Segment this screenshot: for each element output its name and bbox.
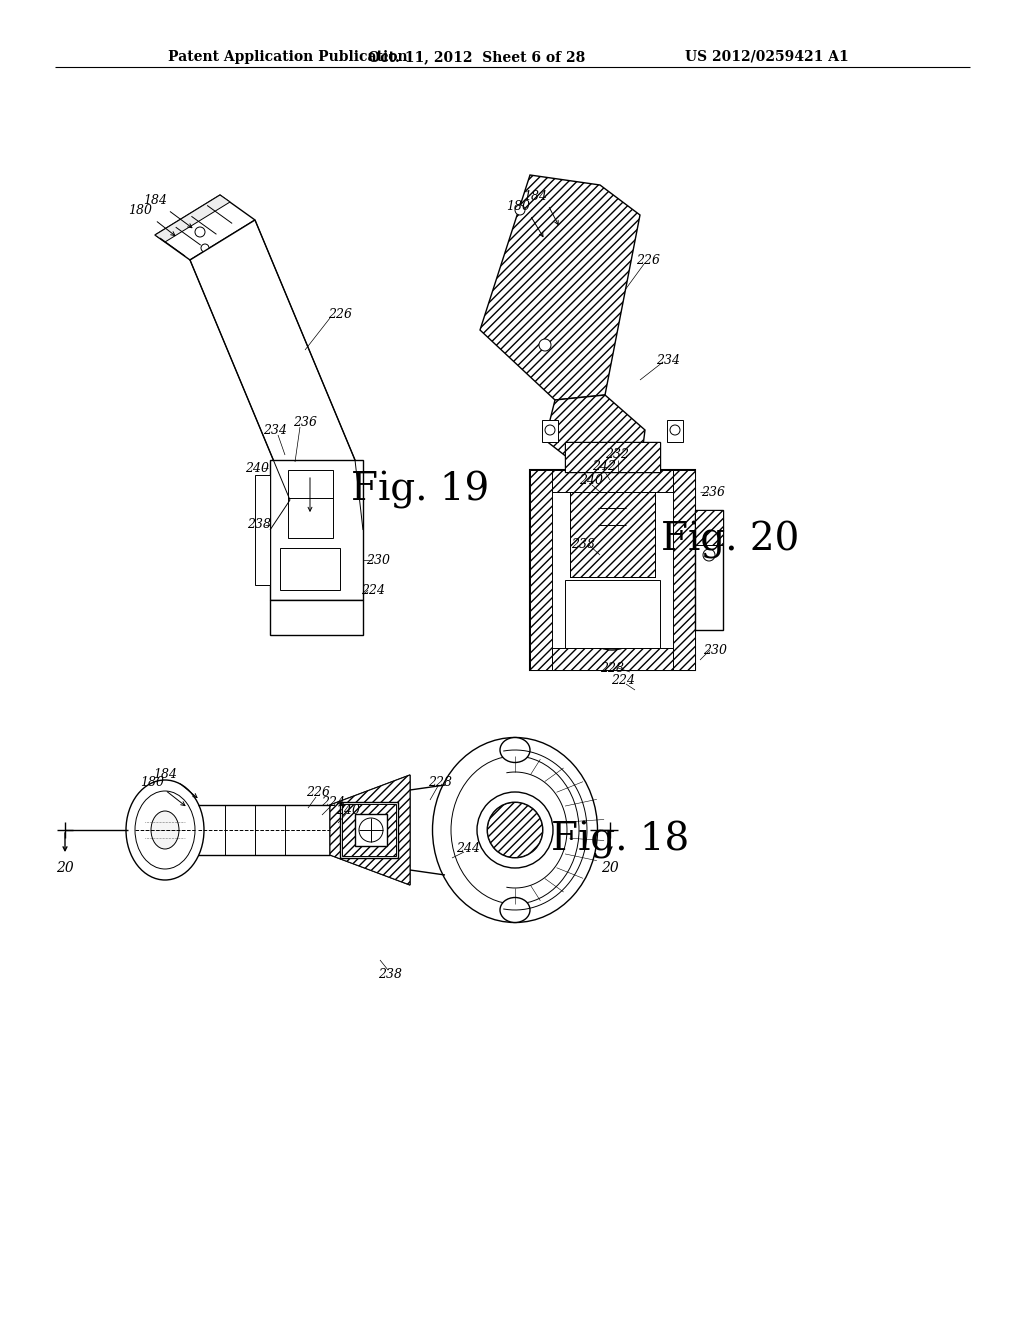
Text: 232: 232 [605,449,629,462]
Text: 226: 226 [636,253,660,267]
Bar [570,492,655,577]
Text: 224: 224 [611,673,635,686]
Circle shape [515,205,525,215]
Bar [280,548,340,590]
Ellipse shape [135,791,195,869]
Bar [552,470,673,492]
Circle shape [201,244,209,252]
Bar [340,803,398,858]
Text: 240: 240 [245,462,269,474]
Circle shape [477,792,553,869]
Text: 236: 236 [701,486,725,499]
Text: Fig. 18: Fig. 18 [551,821,689,859]
Text: 236: 236 [293,416,317,429]
Bar [542,420,558,442]
Polygon shape [190,220,355,500]
Text: 244: 244 [456,842,480,854]
Bar [342,804,396,855]
Text: 238: 238 [571,539,595,552]
Bar [530,470,695,671]
Ellipse shape [451,756,579,904]
Text: Patent Application Publication: Patent Application Publication [168,50,408,63]
Bar [552,648,673,671]
Text: Fig. 20: Fig. 20 [660,521,799,558]
Text: 184: 184 [153,768,177,781]
Bar [695,510,723,545]
Text: 238: 238 [247,519,271,532]
Text: 228: 228 [600,661,624,675]
Text: Oct. 11, 2012  Sheet 6 of 28: Oct. 11, 2012 Sheet 6 of 28 [368,50,586,63]
Circle shape [582,590,642,649]
Text: 242: 242 [592,461,616,474]
Bar [565,442,660,473]
Circle shape [703,549,715,561]
Bar [570,492,655,577]
Ellipse shape [432,738,597,923]
Polygon shape [545,395,645,475]
Text: 240: 240 [336,804,360,817]
Text: 184: 184 [523,190,547,203]
Bar [695,510,723,630]
Bar [565,579,660,648]
Bar [355,814,387,846]
Circle shape [539,339,551,351]
Text: 224: 224 [361,583,385,597]
Text: 228: 228 [428,776,452,788]
Text: 234: 234 [263,424,287,437]
Text: 180: 180 [128,203,152,216]
Bar [530,470,552,671]
Circle shape [670,425,680,436]
Ellipse shape [500,738,530,763]
Text: 226: 226 [328,309,352,322]
Text: 234: 234 [656,354,680,367]
Ellipse shape [151,810,179,849]
Text: 230: 230 [366,553,390,566]
Bar [255,475,270,585]
Ellipse shape [126,780,204,880]
Bar [288,470,333,539]
Text: 180: 180 [506,201,530,214]
Polygon shape [480,176,640,400]
Circle shape [195,227,205,238]
Text: 240: 240 [579,474,603,487]
Text: 20: 20 [56,861,74,875]
Polygon shape [155,195,230,242]
Bar [565,442,660,473]
Text: 20: 20 [601,861,618,875]
Text: 184: 184 [143,194,167,206]
Circle shape [487,803,543,858]
Text: 238: 238 [378,969,402,982]
Text: Fig. 19: Fig. 19 [351,471,489,510]
Bar [270,459,362,601]
Circle shape [545,425,555,436]
Text: 224: 224 [321,796,345,808]
Text: 226: 226 [306,787,330,800]
Text: 180: 180 [140,776,164,789]
Text: US 2012/0259421 A1: US 2012/0259421 A1 [685,50,849,63]
Bar [667,420,683,442]
Polygon shape [155,195,255,260]
Circle shape [594,602,630,638]
Polygon shape [330,775,410,884]
Ellipse shape [500,898,530,923]
Bar [270,601,362,635]
Text: 230: 230 [703,644,727,656]
Bar [598,492,626,577]
Bar [673,470,695,671]
Polygon shape [330,775,410,884]
Circle shape [359,818,383,842]
